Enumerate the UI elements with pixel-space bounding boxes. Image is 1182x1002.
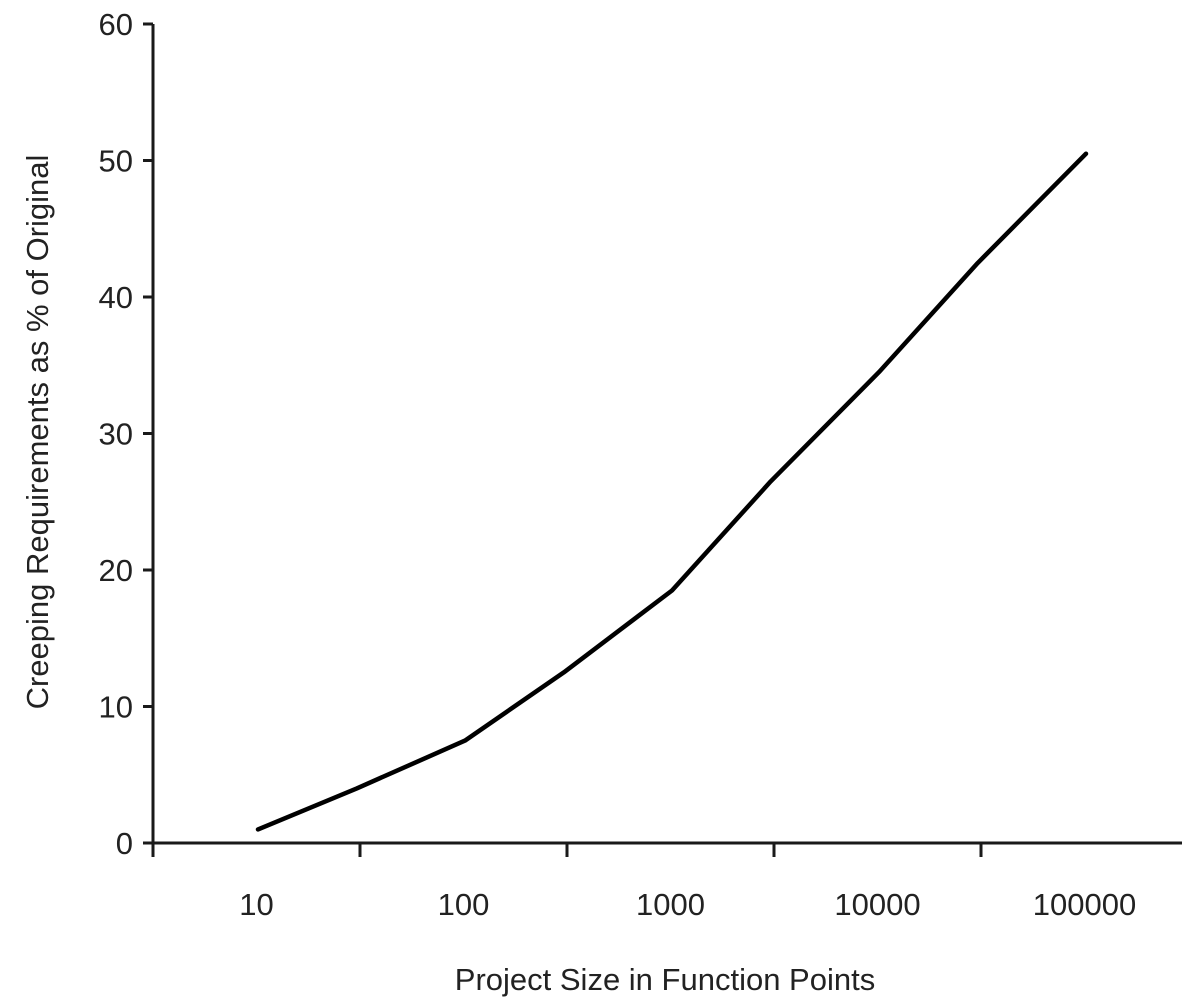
tick-labels: 0 10 20 30 40 50 60 10 100 1000 10000 100000 [99, 7, 1137, 922]
x-tick-label: 1000 [636, 887, 705, 922]
series-layer [258, 154, 1086, 830]
x-axis-title: Project Size in Function Points [455, 962, 875, 997]
y-tick-label: 40 [99, 280, 133, 315]
x-tick-label: 100 [438, 887, 490, 922]
y-tick-label: 10 [99, 690, 133, 725]
y-tick-label: 30 [99, 417, 133, 452]
series-line [258, 154, 1086, 830]
tick-marks [143, 24, 1182, 857]
x-tick-label: 10 [239, 887, 273, 922]
y-tick-label: 20 [99, 553, 133, 588]
y-tick-label: 60 [99, 7, 133, 42]
y-tick-label: 50 [99, 144, 133, 179]
x-tick-label: 100000 [1033, 887, 1136, 922]
y-tick-label: 0 [116, 826, 133, 861]
y-axis-title: Creeping Requirements as % of Original [20, 155, 55, 710]
x-tick-label: 10000 [834, 887, 920, 922]
axes [153, 24, 1182, 857]
